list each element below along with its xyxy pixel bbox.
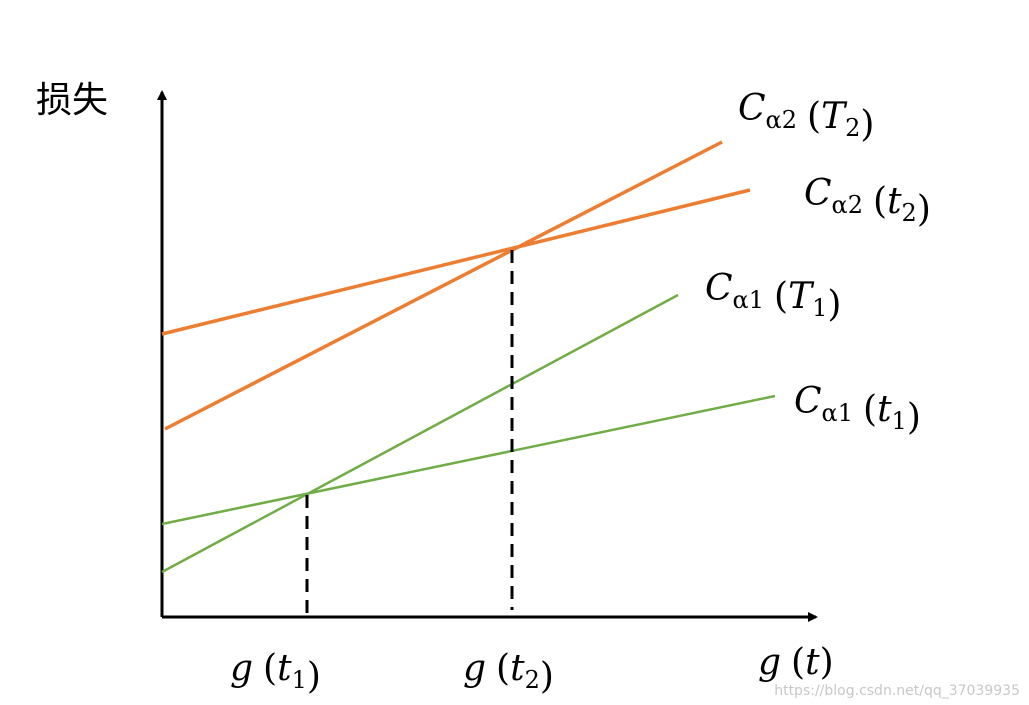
close: ) [827, 284, 841, 325]
close: ) [307, 656, 321, 697]
curve-a2-T2 [164, 140, 723, 431]
g: g [230, 648, 253, 689]
math-label: Cα2 (T2) [738, 88, 874, 145]
curve-a1-T1 [161, 293, 679, 574]
close: ) [860, 104, 874, 145]
arg-sub: 1 [812, 294, 827, 322]
c-sub: α2 [766, 106, 797, 134]
math-label: Cα2 (t2) [804, 173, 931, 230]
arg: t [805, 642, 820, 683]
curve-a1-t1 [161, 394, 776, 526]
c: C [804, 173, 832, 214]
curve-a2-t2 [161, 188, 751, 336]
math-label: g (t1) [230, 648, 321, 697]
math-label: g (t2) [463, 648, 554, 697]
open: ( [263, 648, 277, 689]
math-label: g (t) [758, 642, 834, 683]
c-sub: α2 [832, 191, 863, 219]
arg: t [277, 648, 292, 689]
close: ) [820, 642, 834, 683]
arg-sub: 2 [902, 199, 917, 227]
arg-sub: 2 [525, 666, 540, 694]
c-sub: α1 [822, 399, 853, 427]
y-axis-label: 损失 [36, 80, 108, 121]
arg: t [887, 181, 902, 222]
open: ( [496, 648, 510, 689]
close: ) [540, 656, 554, 697]
open: ( [774, 276, 788, 317]
arg: T [821, 96, 848, 137]
watermark: https://blog.csdn.net/qq_37039935 [774, 683, 1020, 699]
open: ( [863, 389, 877, 430]
arg: t [510, 648, 525, 689]
arg: T [788, 276, 815, 317]
g: g [758, 642, 781, 683]
math-label: Cα1 (T1) [705, 268, 841, 325]
close: ) [917, 189, 931, 230]
labels: Cα2 (T2)Cα2 (t2)Cα1 (T1)Cα1 (t1)g (t1) g (t2) g(… [230, 88, 931, 697]
open: ( [807, 96, 821, 137]
g: g [463, 648, 486, 689]
arg: t [877, 389, 892, 430]
c-sub: α1 [733, 286, 764, 314]
arg-sub: 2 [845, 114, 860, 142]
math-label: Cα1 (t1) [794, 381, 921, 438]
c: C [794, 381, 822, 422]
c: C [705, 268, 733, 309]
open: ( [791, 642, 805, 683]
c: C [738, 88, 766, 129]
arg-sub: 1 [892, 407, 907, 435]
close: ) [907, 397, 921, 438]
arg-sub: 1 [292, 666, 307, 694]
open: ( [873, 181, 887, 222]
